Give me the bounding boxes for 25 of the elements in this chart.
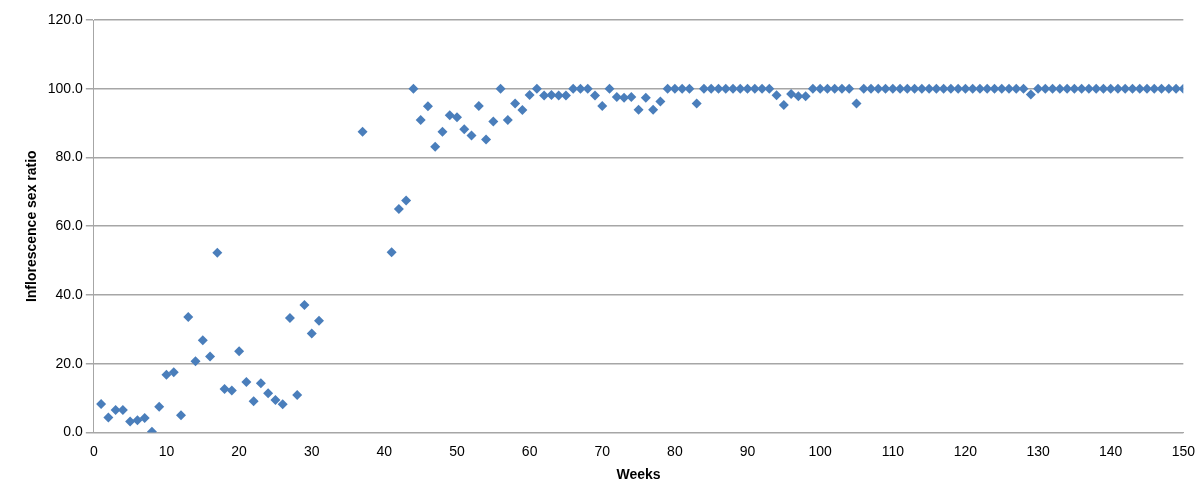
y-axis-title: Inflorescence sex ratio bbox=[23, 150, 40, 303]
x-tick-label: 140 bbox=[1099, 442, 1123, 459]
x-tick-label: 100 bbox=[808, 442, 833, 459]
y-tick-label: 80.0 bbox=[55, 148, 84, 165]
x-tick-label: 80 bbox=[667, 442, 683, 459]
x-tick-label: 20 bbox=[231, 442, 248, 459]
y-tick-label: 100.0 bbox=[47, 79, 84, 96]
y-tick-label: 20.0 bbox=[55, 354, 84, 371]
x-tick-label: 130 bbox=[1026, 442, 1050, 459]
x-tick-label: 110 bbox=[881, 442, 905, 459]
x-tick-label: 10 bbox=[158, 442, 175, 459]
x-tick-label: 60 bbox=[521, 442, 538, 459]
y-tick-label: 0.0 bbox=[63, 423, 84, 440]
x-tick-label: 150 bbox=[1171, 442, 1196, 459]
y-tick-label: 120.0 bbox=[47, 10, 84, 27]
x-tick-label: 0 bbox=[89, 442, 98, 459]
y-tick-label: 40.0 bbox=[55, 285, 84, 302]
x-tick-label: 30 bbox=[303, 442, 320, 459]
x-axis-title: Weeks bbox=[616, 466, 661, 483]
x-tick-label: 50 bbox=[449, 442, 465, 459]
x-tick-label: 120 bbox=[953, 442, 978, 459]
x-tick-label: 90 bbox=[739, 442, 756, 459]
x-tick-label: 40 bbox=[376, 442, 393, 459]
y-tick-label: 60.0 bbox=[55, 217, 84, 234]
x-tick-label: 70 bbox=[594, 442, 611, 459]
